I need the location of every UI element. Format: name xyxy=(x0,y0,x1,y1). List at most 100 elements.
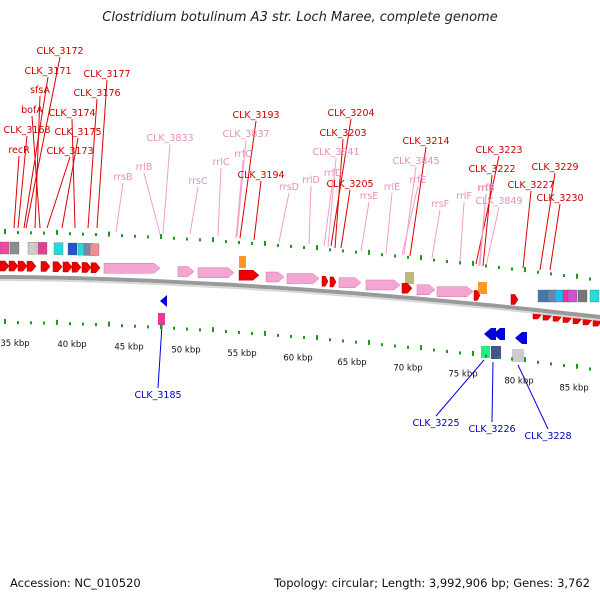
gene-label[interactable]: CLK_3185 xyxy=(134,390,181,401)
inner-tick xyxy=(108,321,110,327)
gene-label[interactable]: rrlE xyxy=(384,182,400,193)
callout-line xyxy=(239,120,257,239)
gene-label[interactable]: CLK_3176 xyxy=(73,88,120,99)
inner-tick xyxy=(589,367,591,371)
gene-label[interactable]: CLK_3226 xyxy=(468,424,515,435)
gene-arrow xyxy=(197,267,235,278)
reverse-gene-arrow xyxy=(493,328,505,340)
gene-label[interactable]: rrlF xyxy=(456,191,472,202)
inner-tick xyxy=(537,360,539,364)
gene-label[interactable]: CLK_3230 xyxy=(536,193,583,204)
inner-tick xyxy=(147,325,149,329)
gene-label[interactable]: CLK_3214 xyxy=(402,136,449,147)
gene-label[interactable]: rrsF xyxy=(431,199,449,210)
kbp-tick-label: 80 kbp xyxy=(504,376,533,386)
gene-label[interactable]: CLK_3228 xyxy=(524,431,571,442)
kbp-tick-label: 50 kbp xyxy=(171,345,200,355)
gene-arrow xyxy=(177,266,195,277)
gene-label[interactable]: CLK_3168 xyxy=(3,125,50,136)
gene-label[interactable]: CLK_3841 xyxy=(312,147,359,158)
inner-tick xyxy=(17,321,19,325)
gene-label[interactable]: CLK_3204 xyxy=(327,108,374,119)
outer-tick xyxy=(186,237,188,241)
inner-tick xyxy=(472,350,474,356)
callout-line xyxy=(549,203,561,271)
gene-label[interactable]: sfsA xyxy=(30,85,50,96)
gene-label[interactable]: rrsE xyxy=(360,191,379,202)
inner-tick xyxy=(511,357,513,361)
gene-label[interactable]: CLK_3194 xyxy=(237,170,284,181)
callout-line xyxy=(435,359,485,417)
outer-feature-boxes xyxy=(0,241,600,303)
outer-tick xyxy=(433,258,435,262)
inner-tick xyxy=(433,348,435,352)
gene-label[interactable]: CLK_3177 xyxy=(83,69,130,80)
gene-label[interactable]: rrfE xyxy=(410,175,427,186)
callout-line xyxy=(409,146,427,257)
gene-label[interactable]: rrfC xyxy=(234,149,252,160)
gene-label[interactable]: rrlC xyxy=(213,157,230,168)
outer-tick xyxy=(368,249,370,255)
gene-label[interactable]: CLK_3205 xyxy=(326,179,373,190)
feature-box xyxy=(478,282,487,294)
callout-line xyxy=(491,361,494,423)
kbp-tick-label: 45 kbp xyxy=(114,342,143,352)
callout-line xyxy=(31,115,41,229)
gene-arrow xyxy=(401,283,413,294)
gene-label[interactable]: CLK_3203 xyxy=(319,128,366,139)
outer-tick xyxy=(563,274,565,278)
gene-arrow xyxy=(52,261,63,272)
outer-tick xyxy=(277,243,279,247)
gene-label[interactable]: CLK_3172 xyxy=(36,46,83,57)
gene-arrow xyxy=(416,284,436,295)
callout-line xyxy=(87,98,98,229)
gene-label[interactable]: rrfB xyxy=(477,183,495,194)
gene-label[interactable]: rrlB xyxy=(136,162,153,173)
gene-label[interactable]: CLK_3837 xyxy=(222,129,269,140)
gene-label[interactable]: rrsD xyxy=(279,182,299,193)
callout-line xyxy=(278,192,290,243)
gene-label[interactable]: CLK_3227 xyxy=(507,180,554,191)
outer-tick xyxy=(147,235,149,239)
gene-arrow xyxy=(40,261,51,272)
gene-arrow xyxy=(436,286,474,297)
gene-arrow xyxy=(17,260,28,272)
inner-tick xyxy=(576,363,578,369)
inner-tick xyxy=(95,323,97,327)
gene-label[interactable]: rrfF xyxy=(478,183,494,194)
inner-tick xyxy=(186,327,188,331)
genome-map[interactable]: 35 kbp 40 kbp 45 kbp 50 kbp 55 kbp 60 kbp 65 k… xyxy=(0,0,600,560)
outer-tick xyxy=(4,229,6,235)
callout-line xyxy=(475,155,500,265)
inner-tick xyxy=(212,327,214,333)
gene-label[interactable]: rrsC xyxy=(188,176,208,187)
genome-backbone xyxy=(0,275,600,321)
gene-label[interactable]: rrlD xyxy=(302,175,320,186)
gene-label[interactable]: CLK_3833 xyxy=(146,133,193,144)
gene-label[interactable]: rrfD xyxy=(324,168,342,179)
gene-label[interactable]: CLK_3229 xyxy=(531,162,578,173)
inner-tick xyxy=(355,340,357,344)
gene-label[interactable]: CLK_3174 xyxy=(48,108,95,119)
outer-tick xyxy=(342,249,344,253)
feature-box xyxy=(37,242,48,255)
gene-label[interactable]: recR xyxy=(8,145,30,156)
gene-label[interactable]: CLK_3171 xyxy=(24,66,71,77)
gene-label[interactable]: CLK_3222 xyxy=(468,164,515,175)
gene-label[interactable]: bofA xyxy=(21,105,43,116)
gene-label[interactable]: CLK_3223 xyxy=(475,145,522,156)
gene-label[interactable]: CLK_3175 xyxy=(54,127,101,138)
callout-line xyxy=(431,209,441,259)
reverse-gene-arrow xyxy=(484,328,496,340)
gene-label[interactable]: CLK_3845 xyxy=(392,156,439,167)
gene-label[interactable]: CLK_3225 xyxy=(412,418,459,429)
gene-label[interactable]: CLK_3849 xyxy=(475,196,522,207)
callout-line xyxy=(334,138,344,249)
gene-label[interactable]: CLK_3173 xyxy=(46,146,93,157)
gene-label[interactable]: rrsB xyxy=(113,172,132,183)
callout-line xyxy=(323,178,334,247)
callout-line xyxy=(46,156,71,229)
inner-feature-track xyxy=(158,295,527,362)
gene-label[interactable]: CLK_3193 xyxy=(232,110,279,121)
outer-tick xyxy=(524,267,526,273)
